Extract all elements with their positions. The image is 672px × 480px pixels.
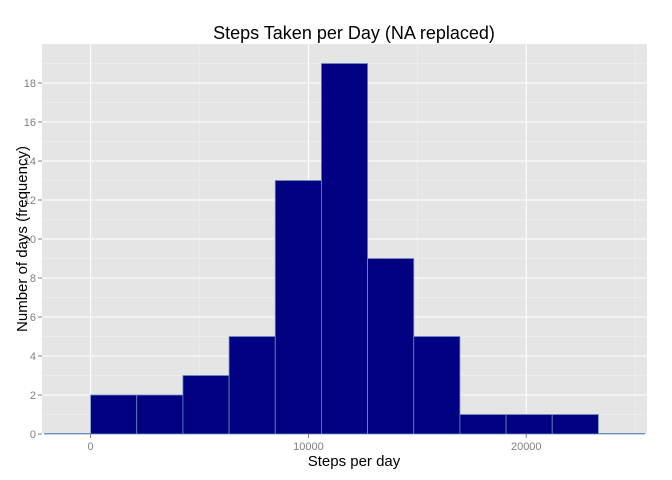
y-tick-label: 12 [24,195,36,207]
x-axis-label: Steps per day [308,453,401,470]
y-tick-label: 2 [30,390,36,402]
y-tick-label: 4 [30,351,36,363]
histogram-bar-6 [321,63,368,435]
chart-title: Steps Taken per Day (NA replaced) [213,23,495,43]
histogram-bar-4 [228,336,276,435]
x-tick-label: 10000 [293,441,324,453]
histogram-bar-3 [182,375,230,435]
y-tick-label: 14 [24,156,36,168]
histogram-bar-1 [90,394,138,435]
histogram-bar-5 [274,180,322,435]
y-axis-ticks: 0 2 4 6 8 10 12 14 16 18 [24,78,42,441]
histogram-bar-2 [136,394,184,435]
x-tick-label: 0 [88,441,94,453]
y-tick-label: 18 [24,78,36,90]
y-tick-label: 10 [24,234,36,246]
histogram-bar-7 [367,258,415,435]
y-tick-label: 16 [24,117,36,129]
histogram-bar-12 [598,432,645,435]
histogram-bars [44,63,645,435]
x-axis-ticks: 0 10000 20000 [88,434,542,453]
y-tick-label: 8 [30,273,36,285]
y-tick-label: 0 [30,429,36,441]
histogram-bar-9 [459,414,507,435]
histogram-bar-0 [44,432,91,435]
y-axis-label: Number of days (frequency) [14,146,31,332]
histogram-bar-10 [505,414,553,435]
histogram-bar-8 [413,336,461,435]
y-tick-label: 6 [30,312,36,324]
histogram-bar-11 [551,414,599,435]
x-tick-label: 20000 [511,441,542,453]
